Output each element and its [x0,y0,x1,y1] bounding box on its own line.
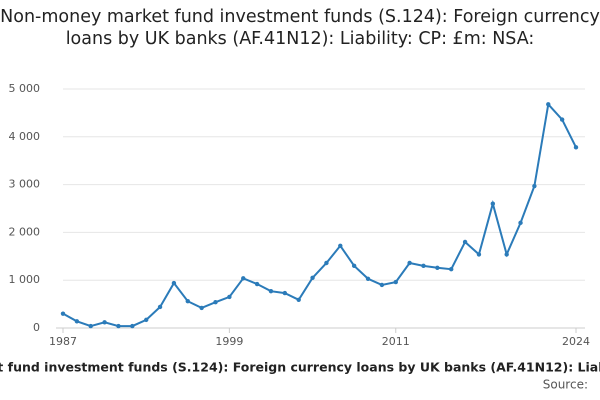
point [462,239,468,245]
point [296,297,301,302]
point [199,305,204,311]
point [324,260,329,266]
point [546,102,551,107]
chart-title: Non-money market fund investment funds (… [0,7,600,49]
point [421,263,426,269]
point [143,317,149,323]
point [449,267,454,272]
point [227,294,232,300]
caption: Non-money market fund investment funds (… [0,360,600,375]
point [365,276,371,281]
point [213,299,218,305]
point [351,263,357,269]
x-tick-label: 1999 [215,335,243,348]
point [74,319,80,324]
point [518,220,523,226]
point [379,282,385,288]
point [116,323,121,329]
point [241,276,246,281]
y-tick-label: 4 000 [9,130,41,143]
point [407,260,412,266]
point [157,304,163,310]
point [102,320,107,325]
point [504,252,509,257]
point [559,117,565,122]
point [435,265,440,270]
point [268,288,274,294]
y-tick-label: 0 [33,321,40,334]
point [60,311,66,316]
point [532,183,537,189]
x-tick-label: 1987 [49,335,77,348]
point [490,201,496,206]
point [130,323,135,329]
y-tick-label: 5 000 [9,82,41,95]
x-tick-label: 2024 [562,335,590,348]
point [573,145,579,150]
line [62,102,577,328]
point [282,290,288,296]
y-tick-label: 1 000 [9,273,41,286]
point [310,275,315,281]
source: Source: [543,378,588,392]
point [254,281,260,287]
point [338,243,343,248]
y-tick-label: 2 000 [9,225,41,238]
point [393,279,398,285]
point [88,323,93,329]
point [476,252,482,257]
x-tick-label: 2011 [382,335,410,348]
point [185,299,190,304]
point [171,280,177,286]
y-tick-label: 3 000 [9,178,41,191]
